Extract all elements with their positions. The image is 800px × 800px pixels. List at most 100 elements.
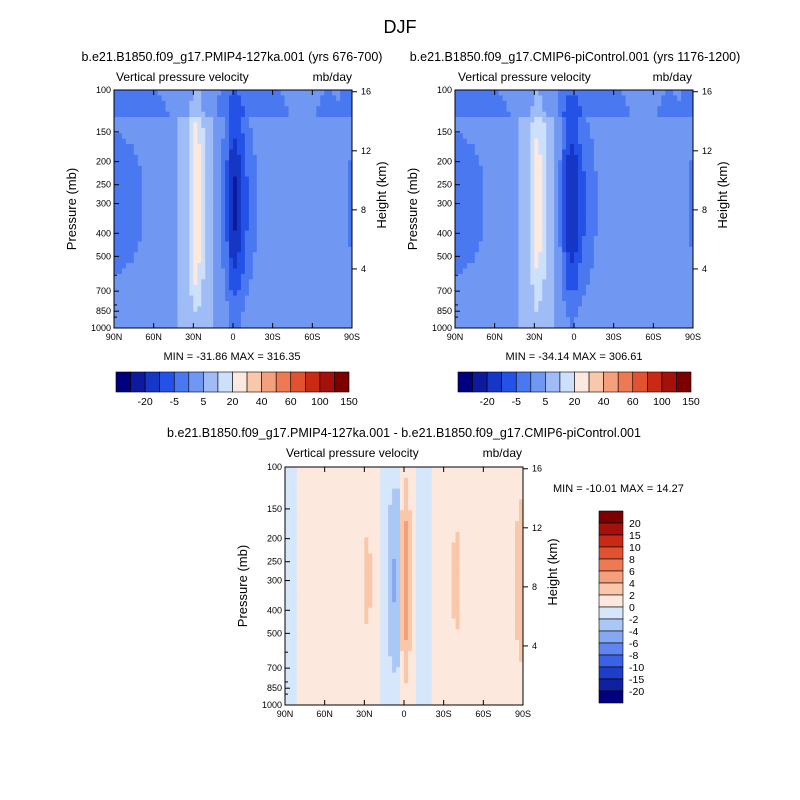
y-tick-label: 200 bbox=[267, 534, 282, 544]
y-tick-label: 300 bbox=[96, 199, 111, 209]
y-tick-label: 850 bbox=[96, 306, 111, 316]
x-tick-label: 30N bbox=[185, 332, 202, 342]
colorbar-box bbox=[647, 371, 663, 393]
panel-3-units: mb/day bbox=[483, 446, 522, 460]
y-axis-title: Pressure (mb) bbox=[405, 168, 420, 250]
colorbar-box bbox=[159, 371, 175, 393]
colorbar-box bbox=[530, 371, 546, 393]
colorbar-box bbox=[598, 606, 624, 620]
colorbar-box bbox=[598, 582, 624, 596]
y-right-axis-title: Height (km) bbox=[545, 538, 560, 605]
colorbar-label: -8 bbox=[629, 650, 638, 662]
y-right-tick-label: 4 bbox=[702, 264, 707, 274]
y-tick-label: 150 bbox=[267, 504, 282, 514]
y-tick-label: 500 bbox=[267, 628, 282, 638]
figure-title: DJF bbox=[384, 17, 417, 37]
colorbar-label: -20 bbox=[138, 396, 153, 408]
y-tick-label: 700 bbox=[437, 286, 452, 296]
y-right-axis-title: Height (km) bbox=[374, 161, 389, 228]
x-tick-label: 0 bbox=[571, 332, 576, 342]
colorbar-box bbox=[598, 690, 624, 704]
y-right-tick-label: 8 bbox=[532, 582, 537, 592]
panel-3-plot: 100 150 200 250 300 400 500 700 850 1000 16 12 8 4 90N… bbox=[235, 462, 560, 719]
colorbar-box bbox=[598, 642, 624, 656]
colorbar-box bbox=[603, 371, 619, 393]
colorbar-box bbox=[486, 371, 502, 393]
colorbar-box bbox=[115, 371, 131, 393]
y-axis-title: Pressure (mb) bbox=[64, 168, 79, 250]
panel-1: b.e21.B1850.f09_g17.PMIP4-127ka.001 (yrs… bbox=[64, 50, 389, 363]
colorbar-label: 4 bbox=[629, 578, 635, 590]
y-tick-label: 150 bbox=[437, 127, 452, 137]
y-tick-label: 850 bbox=[437, 306, 452, 316]
colorbar-label: 6 bbox=[629, 566, 635, 578]
colorbar-box bbox=[457, 371, 473, 393]
x-tick-label: 60S bbox=[475, 709, 491, 719]
colorbar-box bbox=[559, 371, 575, 393]
y-right-tick-label: 12 bbox=[532, 523, 542, 533]
colorbar-box bbox=[334, 371, 350, 393]
colorbar-box bbox=[501, 371, 517, 393]
y-tick-label: 700 bbox=[267, 663, 282, 673]
panel-1-units: mb/day bbox=[313, 70, 352, 84]
colorbar-box bbox=[203, 371, 219, 393]
colorbar-label: 5 bbox=[542, 396, 548, 408]
colorbar-box bbox=[598, 666, 624, 680]
y-right-tick-label: 12 bbox=[361, 146, 371, 156]
y-right-tick-label: 8 bbox=[361, 205, 366, 215]
colorbar-box bbox=[144, 371, 160, 393]
x-tick-label: 30N bbox=[526, 332, 543, 342]
panel-1-left-string: Vertical pressure velocity bbox=[116, 70, 249, 84]
y-tick-label: 300 bbox=[437, 199, 452, 209]
colorbar-label: -20 bbox=[629, 686, 644, 698]
colorbar-box bbox=[305, 371, 321, 393]
y-tick-label: 100 bbox=[267, 462, 282, 472]
panel-2-units: mb/day bbox=[653, 70, 692, 84]
panel-3-title: b.e21.B1850.f09_g17.PMIP4-127ka.001 - b.… bbox=[167, 426, 641, 440]
panel-2-title: b.e21.B1850.f09_g17.CMIP6-piControl.001 … bbox=[410, 50, 741, 64]
y-right-tick-label: 4 bbox=[532, 641, 537, 651]
y-tick-label: 1000 bbox=[262, 700, 282, 710]
panel-2: b.e21.B1850.f09_g17.CMIP6-piControl.001 … bbox=[405, 50, 740, 363]
colorbar-box bbox=[472, 371, 488, 393]
colorbar-label: 60 bbox=[627, 396, 639, 408]
colorbar-label: -2 bbox=[629, 614, 638, 626]
colorbar-box bbox=[588, 371, 604, 393]
colorbar-label: 40 bbox=[598, 396, 610, 408]
x-tick-label: 30N bbox=[356, 709, 373, 719]
y-tick-label: 100 bbox=[437, 85, 452, 95]
colorbar-abs-2: -20 -5 5 20 40 60 100 150 bbox=[457, 371, 700, 408]
colorbar-label: -4 bbox=[629, 626, 638, 638]
colorbar-box bbox=[598, 678, 624, 692]
colorbar-label: 20 bbox=[227, 396, 239, 408]
colorbar-box bbox=[598, 618, 624, 632]
y-right-tick-label: 12 bbox=[702, 146, 712, 156]
colorbar-label: 100 bbox=[653, 396, 671, 408]
colorbar-label: 0 bbox=[629, 602, 635, 614]
colorbar-label: -6 bbox=[629, 638, 638, 650]
colorbar-box bbox=[676, 371, 692, 393]
colorbar-box bbox=[661, 371, 677, 393]
panel-2-plot: 100 150 200 250 300 400 500 700 850 1000 16 12 8 4 90N… bbox=[405, 85, 730, 342]
colorbar-box bbox=[130, 371, 146, 393]
colorbar-box bbox=[598, 558, 624, 572]
x-tick-label: 90N bbox=[106, 332, 123, 342]
colorbar-box bbox=[217, 371, 233, 393]
colorbar-box bbox=[246, 371, 262, 393]
colorbar-box bbox=[275, 371, 292, 393]
x-tick-label: 30S bbox=[436, 709, 452, 719]
colorbar-box bbox=[598, 534, 624, 548]
y-tick-label: 250 bbox=[96, 180, 111, 190]
colorbar-box bbox=[598, 594, 624, 608]
y-tick-label: 850 bbox=[267, 683, 282, 693]
colorbar-box bbox=[173, 371, 190, 393]
panel-2-left-string: Vertical pressure velocity bbox=[458, 70, 591, 84]
colorbar-label: -10 bbox=[629, 662, 644, 674]
x-tick-label: 90N bbox=[277, 709, 294, 719]
colorbar-box bbox=[188, 371, 204, 393]
colorbar-abs-1: -20 -5 5 20 40 60 100 150 bbox=[115, 371, 358, 408]
x-tick-label: 0 bbox=[401, 709, 406, 719]
colorbar-label: 10 bbox=[629, 542, 641, 554]
